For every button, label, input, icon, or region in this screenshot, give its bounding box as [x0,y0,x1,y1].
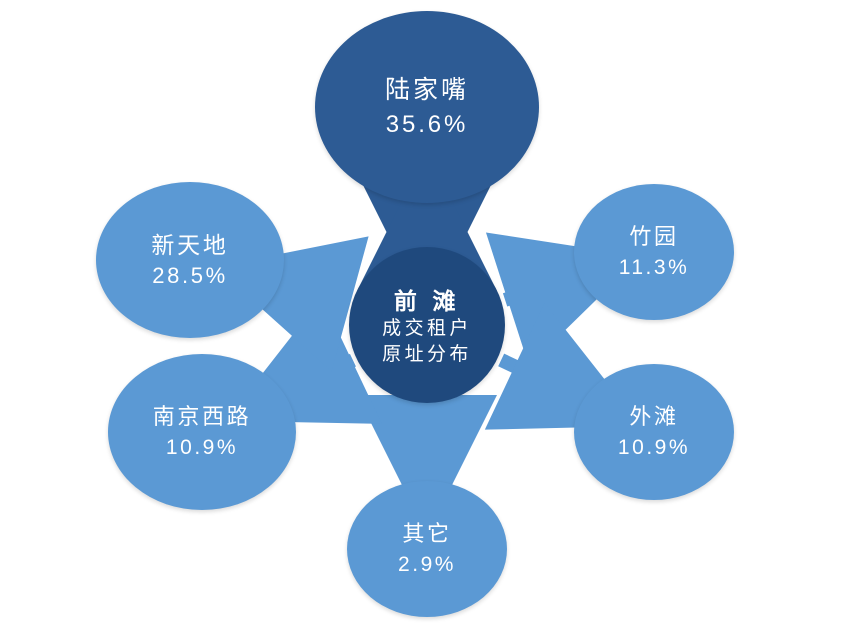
node-value: 28.5% [152,261,228,292]
arrow-waitan [501,360,578,396]
node-xintiandi: 新天地28.5% [96,182,284,338]
node-label: 外滩 [629,402,678,433]
node-label: 其它 [402,519,451,550]
arrow-xintiandi [283,285,348,303]
node-qita: 其它2.9% [347,481,507,617]
node-zhuyuan: 竹园11.3% [574,184,734,320]
node-nanjingxilu: 南京西路10.9% [108,354,296,510]
node-label: 陆家嘴 [385,73,469,108]
arrow-nanjingxilu [289,360,353,391]
node-waitan: 外滩10.9% [574,364,734,500]
center-subtitle-line1: 成交租户 [382,316,472,342]
node-value: 10.9% [166,433,238,462]
node-label: 南京西路 [153,402,252,433]
center-title: 前 滩 [394,282,460,316]
node-value: 10.9% [618,433,690,462]
radial-diagram: 前 滩 成交租户 原址分布 陆家嘴35.6%竹园11.3%外滩10.9%其它2.… [0,0,854,628]
node-label: 新天地 [151,229,228,261]
node-value: 35.6% [386,108,468,142]
center-node: 前 滩 成交租户 原址分布 [349,247,505,403]
node-label: 竹园 [629,222,678,253]
node-value: 11.3% [619,253,690,282]
node-value: 2.9% [398,550,456,579]
center-subtitle-line2: 原址分布 [382,342,472,368]
node-lujiazui: 陆家嘴35.6% [315,11,539,203]
arrow-zhuyuan [505,278,574,300]
